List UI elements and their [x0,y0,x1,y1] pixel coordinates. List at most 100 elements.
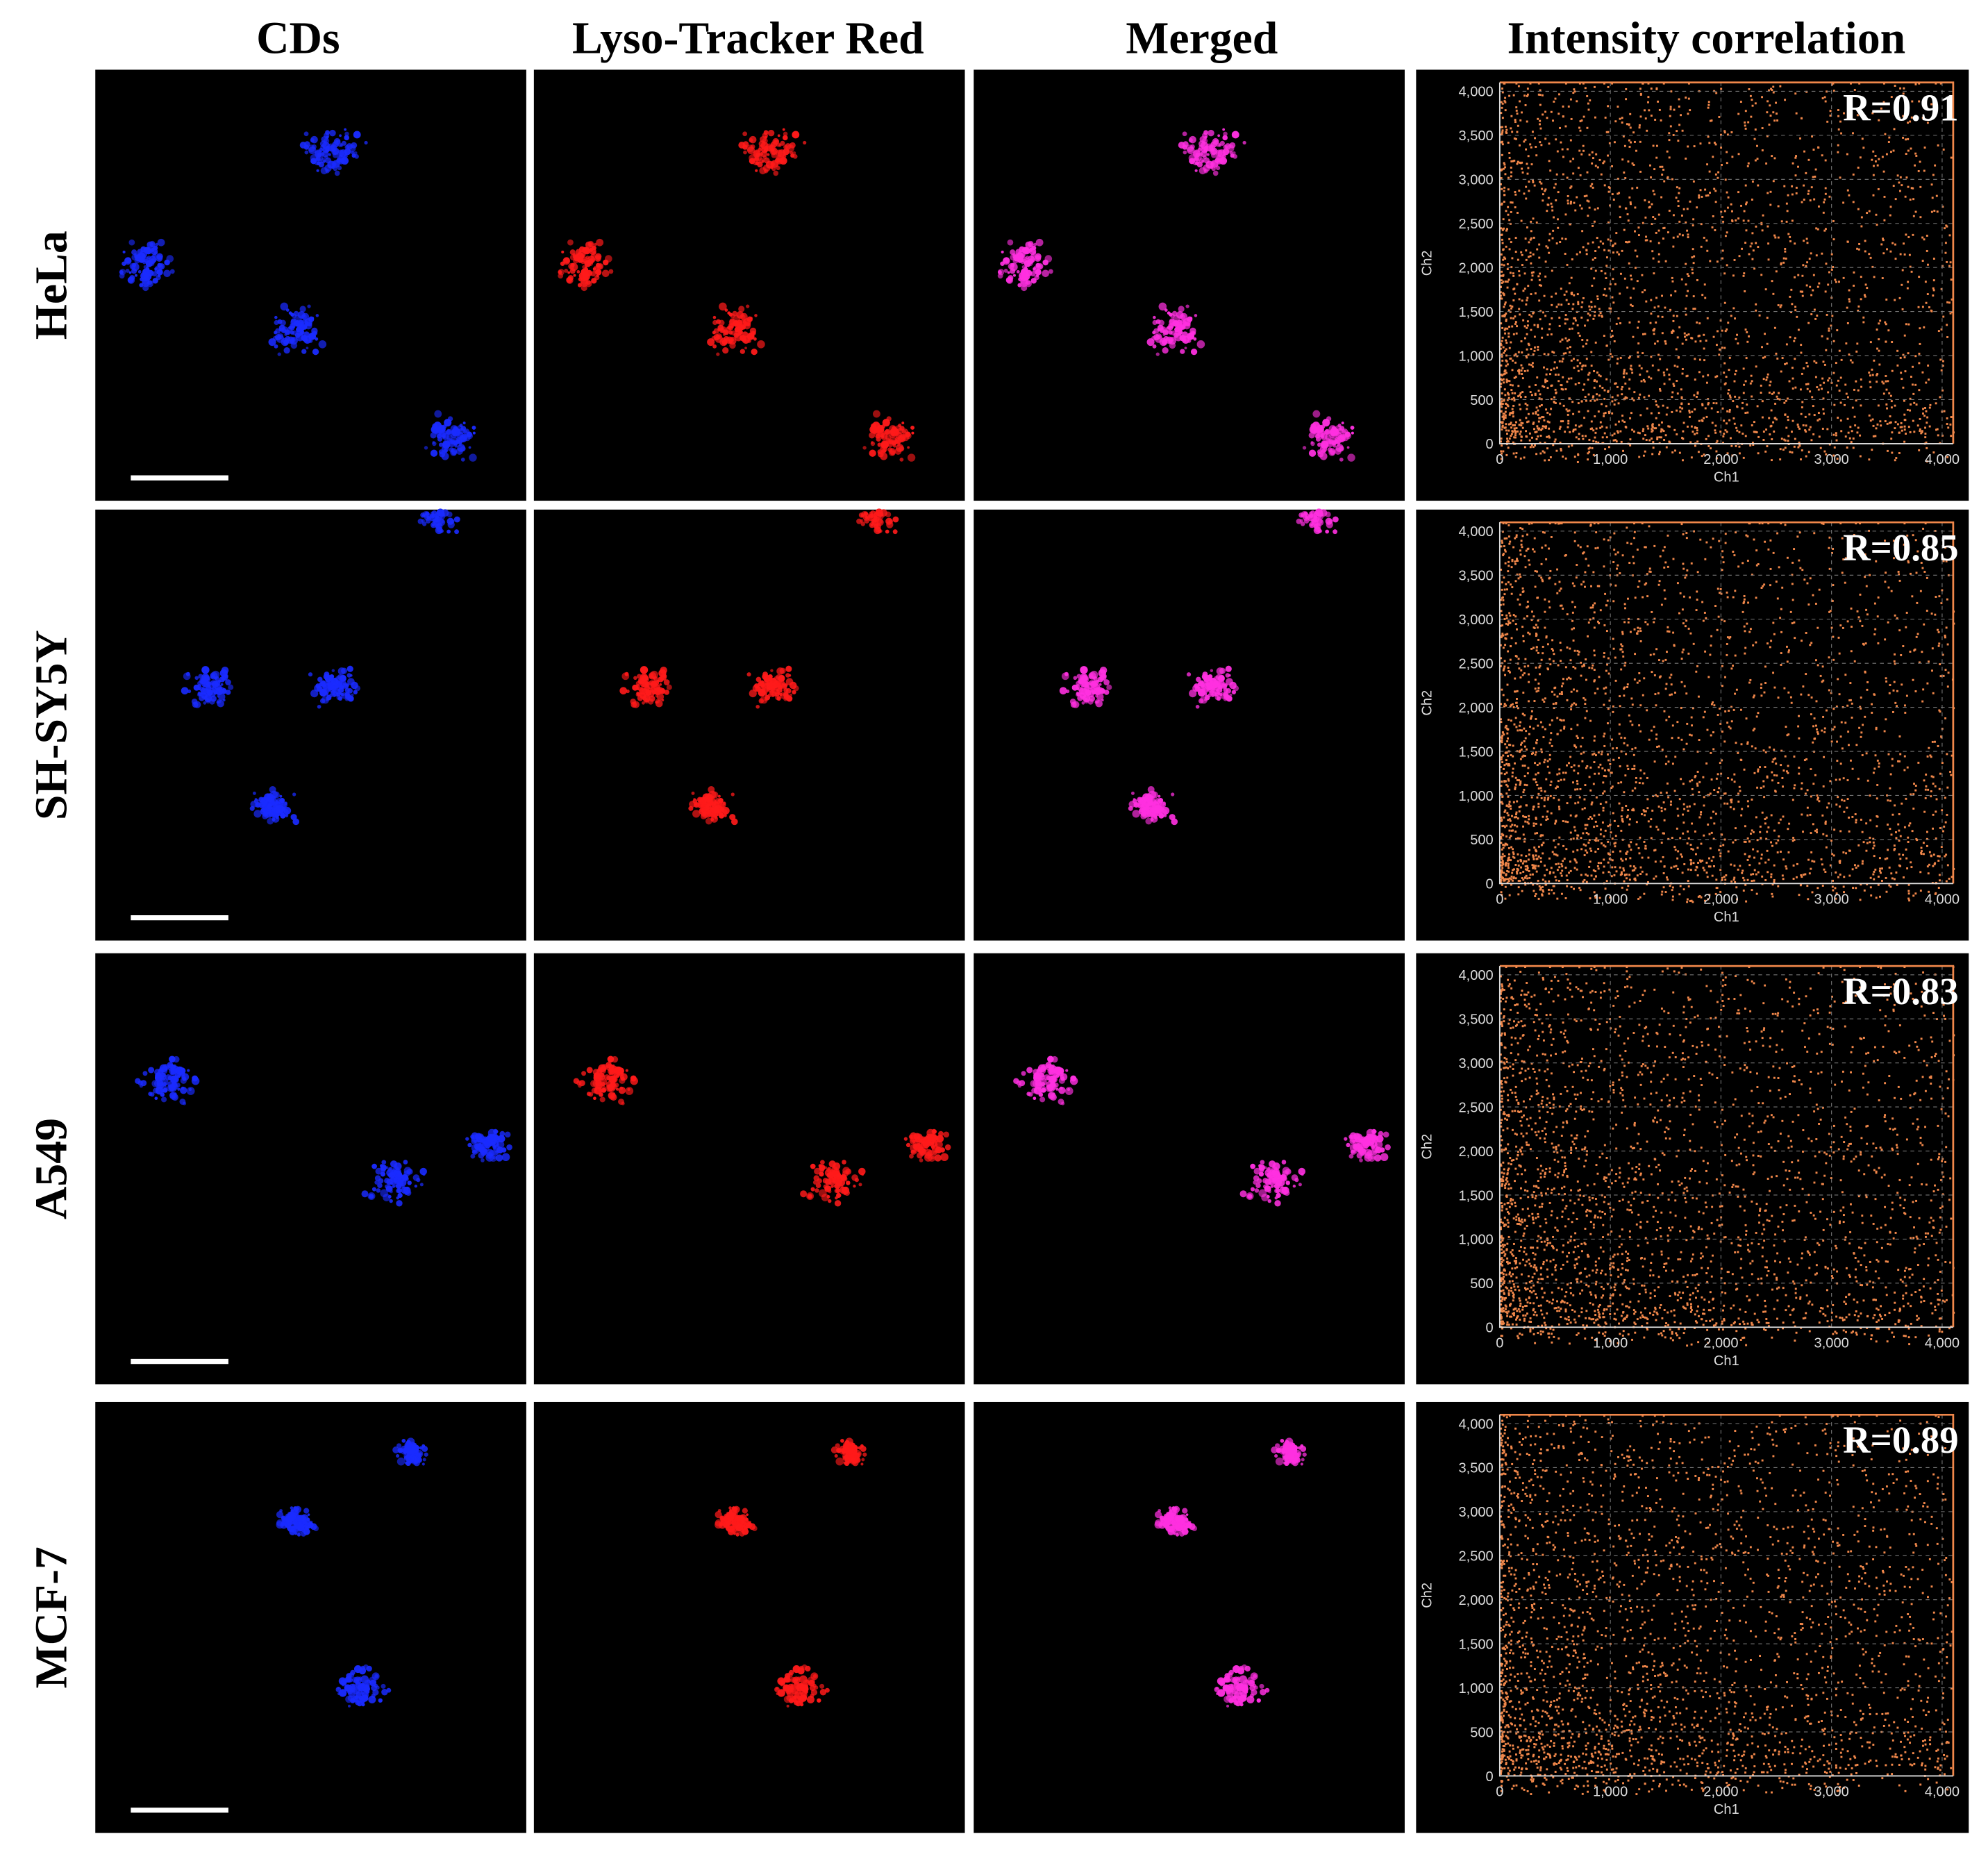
scatter-dot [1526,348,1528,351]
fluorescence-spot [586,260,590,264]
scatter-dot [1918,352,1921,355]
scatter-dot [1587,319,1589,322]
scatter-dot [1607,85,1610,88]
scatter-dot [1532,236,1535,239]
scatter-dot [1654,119,1657,121]
scatter-dot [1930,210,1933,213]
fluorescence-spot [1153,315,1156,319]
fluorescence-spot [318,161,324,168]
scatter-dot [1524,402,1527,405]
scatter-dot [1646,129,1648,132]
scatter-dot [1525,860,1528,862]
scatter-dot [1580,424,1582,427]
scatter-dot [1823,201,1826,203]
fluorescence-spot [262,806,268,812]
scatter-dot [1846,620,1849,623]
scatter-dot [1707,194,1710,197]
scatter-dot [1808,258,1811,260]
scatter-dot [1525,185,1528,188]
scatter-dot [1907,836,1910,839]
scatter-dot [1930,310,1933,312]
fluorescence-spot [569,262,578,272]
fluorescence-spot [267,803,273,810]
scatter-dot [1633,765,1636,767]
scatter-dot [1589,185,1592,187]
scatter-dot [1523,94,1526,97]
fluorescence-spot [268,338,276,347]
scatter-dot [1871,158,1873,161]
scatter-dot [1901,184,1903,187]
fluorescence-spot [888,519,894,524]
scatter-dot [1658,424,1660,426]
scatter-dot [1854,424,1857,427]
scatter-dot [1607,446,1610,449]
scatter-dot [1518,372,1521,375]
scatter-dot [1621,415,1624,417]
scatter-dot [1511,384,1514,387]
scatter-dot [1501,87,1503,90]
scatter-dot [1706,249,1709,252]
scatter-dot [1582,246,1585,249]
scatter-dot [1526,333,1528,335]
fluorescence-spot [442,440,451,448]
scatter-dot [1541,327,1544,330]
fluorescence-spot [210,682,215,686]
scatter-dot [1595,427,1598,430]
scatter-dot [1530,278,1533,281]
scatter-dot [1676,867,1679,870]
scatter-dot [1808,413,1811,416]
scatter-dot [1801,406,1803,409]
fluorescence-spot [1146,338,1155,347]
fluorescence-spot [637,674,642,679]
scatter-dot [1637,320,1640,323]
fluorescence-spot [1019,272,1027,280]
scatter-dot [1589,308,1592,311]
scatter-dot [1509,412,1512,415]
microscopy-panel [533,69,965,501]
fluorescence-spot [323,674,330,680]
fluorescence-spot [203,701,207,705]
scatter-dot [1856,342,1859,345]
scatter-dot [1726,410,1729,412]
scatter-dot [1537,856,1540,858]
scatter-dot [1576,359,1579,362]
fluorescence-spot [776,667,785,675]
scatter-dot [1864,240,1866,242]
scatter-dot [1586,824,1589,826]
scatter-dot [1744,242,1747,244]
scatter-dot [1773,119,1776,122]
scatter-dot [1619,322,1621,324]
scatter-dot [1885,403,1888,406]
fluorescence-spot [133,253,137,256]
scatter-dot [1603,652,1605,655]
scatter-dot [1782,449,1785,451]
fluorescence-spot [341,692,348,699]
scatter-dot [1932,294,1935,297]
y-tick-label: 1,000 [1458,349,1493,364]
scatter-dot [1701,294,1704,297]
scatter-dot [1912,215,1915,217]
scatter-dot [1590,301,1593,303]
scatter-dot [1772,85,1775,88]
scatter-dot [1676,336,1679,339]
scatter-dot [1806,242,1809,244]
scatter-dot [1872,194,1875,197]
fluorescence-spot [874,515,878,519]
scatter-dot [1676,315,1678,317]
scatter-dot [1714,429,1716,432]
scatter-dot [1662,237,1664,240]
scatter-dot [1548,233,1551,235]
fluorescence-spot [1190,349,1198,356]
scatter-dot [1683,332,1686,335]
scatter-dot [1651,364,1654,367]
scatter-dot [1672,214,1675,217]
scatter-dot [1504,369,1507,372]
fluorescence-spot [138,256,145,263]
scatter-dot [1791,451,1794,454]
scatter-dot [1735,337,1737,340]
scatter-dot [1512,404,1515,407]
scatter-dot [1737,191,1740,194]
scatter-dot [1665,446,1668,449]
scatter-dot [1621,121,1623,124]
scatter-dot [1568,397,1571,400]
